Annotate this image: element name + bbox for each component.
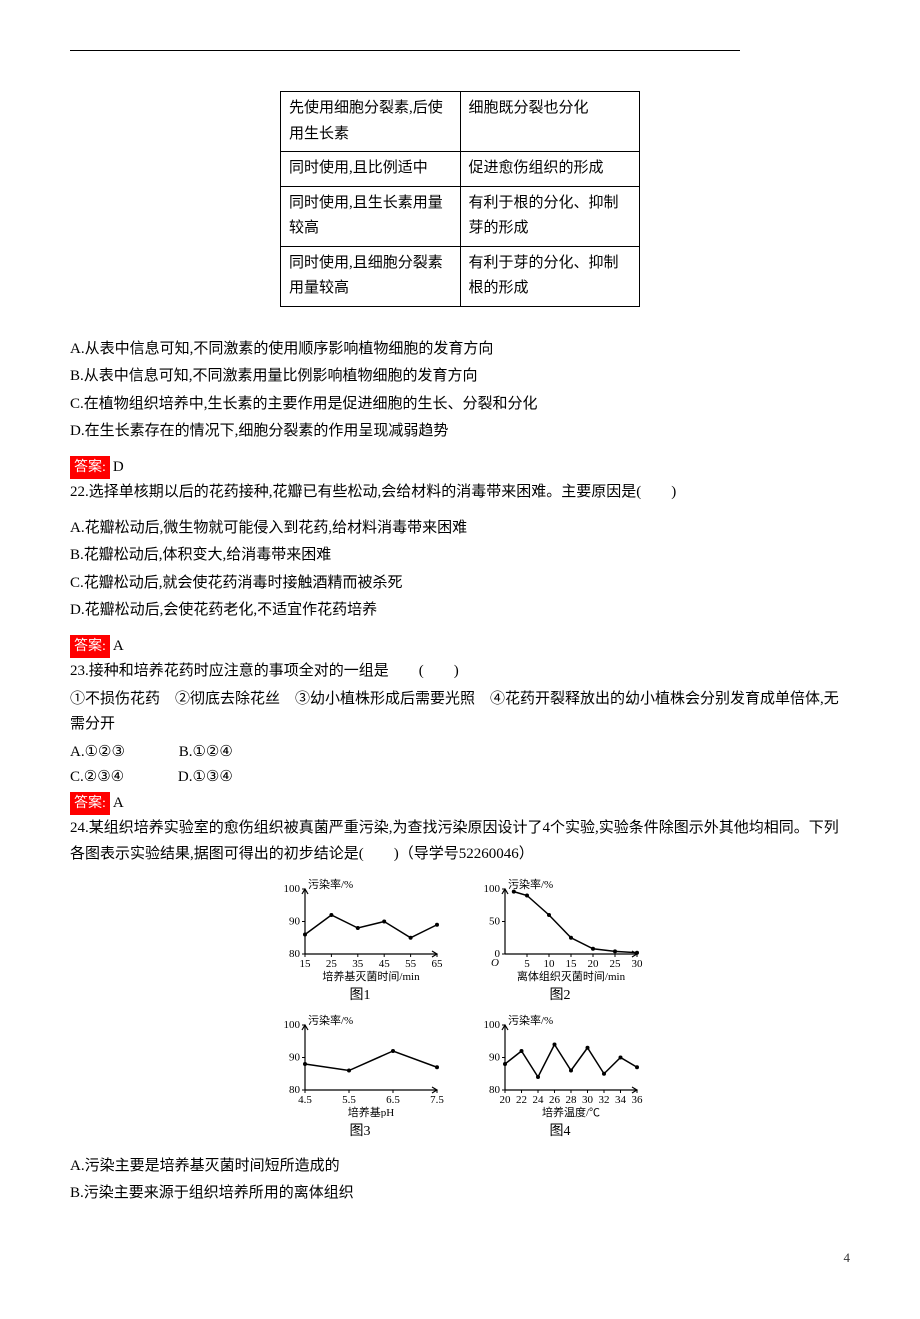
svg-text:20: 20 bbox=[500, 1094, 512, 1106]
chart-4: 8090100202224262830323436污染率/%培养温度/℃ 图4 bbox=[475, 1013, 645, 1144]
svg-text:65: 65 bbox=[432, 958, 444, 970]
svg-text:36: 36 bbox=[632, 1094, 644, 1106]
svg-text:100: 100 bbox=[284, 883, 301, 895]
q22-option-c: C.花瓣松动后,就会使花药消毒时接触酒精而被杀死 bbox=[70, 571, 850, 597]
q23-options-row1: A.①②③ B.①②④ bbox=[70, 740, 850, 766]
svg-text:26: 26 bbox=[549, 1094, 561, 1106]
q22-answer-row: 答案:A bbox=[70, 634, 850, 660]
svg-text:离体组织灭菌时间/min: 离体组织灭菌时间/min bbox=[517, 969, 626, 982]
svg-text:90: 90 bbox=[289, 1051, 301, 1063]
table-cell-right: 细胞既分裂也分化 bbox=[460, 92, 640, 152]
svg-text:污染率/%: 污染率/% bbox=[508, 877, 553, 891]
svg-text:30: 30 bbox=[582, 1094, 594, 1106]
table-cell-left: 同时使用,且细胞分裂素用量较高 bbox=[281, 246, 461, 306]
svg-text:O: O bbox=[491, 957, 499, 969]
page-number: 4 bbox=[70, 1247, 850, 1269]
chart-3-caption: 图3 bbox=[275, 1120, 445, 1144]
header-rule bbox=[70, 50, 740, 51]
svg-text:15: 15 bbox=[300, 958, 312, 970]
svg-text:培养基pH: 培养基pH bbox=[348, 1105, 394, 1118]
svg-text:7.5: 7.5 bbox=[430, 1094, 444, 1106]
q23-answer: A bbox=[113, 795, 124, 811]
chart-2: 05010051015202530O污染率/%离体组织灭菌时间/min 图2 bbox=[475, 877, 645, 1008]
table-cell-left: 同时使用,且比例适中 bbox=[281, 152, 461, 187]
q22-stem: 22.选择单核期以后的花药接种,花瓣已有些松动,会给材料的消毒带来困难。主要原因… bbox=[70, 480, 850, 506]
q23-option-b: B.①②④ bbox=[179, 740, 233, 766]
svg-text:污染率/%: 污染率/% bbox=[308, 877, 353, 891]
svg-text:4.5: 4.5 bbox=[298, 1094, 312, 1106]
q21-option-d: D.在生长素存在的情况下,细胞分裂素的作用呈现减弱趋势 bbox=[70, 419, 850, 445]
svg-text:45: 45 bbox=[379, 958, 391, 970]
svg-text:28: 28 bbox=[566, 1094, 578, 1106]
q24-stem: 24.某组织培养实验室的愈伤组织被真菌严重污染,为查找污染原因设计了4个实验,实… bbox=[70, 816, 850, 867]
q24-option-a: A.污染主要是培养基灭菌时间短所造成的 bbox=[70, 1154, 850, 1180]
svg-text:22: 22 bbox=[516, 1094, 527, 1106]
svg-text:35: 35 bbox=[352, 958, 364, 970]
chart-1-caption: 图1 bbox=[275, 984, 445, 1008]
q22-answer: A bbox=[113, 638, 124, 654]
svg-text:100: 100 bbox=[484, 1019, 501, 1031]
svg-text:34: 34 bbox=[615, 1094, 627, 1106]
svg-text:污染率/%: 污染率/% bbox=[308, 1013, 353, 1027]
svg-text:20: 20 bbox=[588, 958, 600, 970]
svg-text:培养温度/℃: 培养温度/℃ bbox=[542, 1105, 600, 1118]
table-cell-right: 有利于芽的分化、抑制根的形成 bbox=[460, 246, 640, 306]
charts-container: 8090100152535455565污染率/%培养基灭菌时间/min 图1 0… bbox=[70, 877, 850, 1144]
svg-text:5.5: 5.5 bbox=[342, 1094, 356, 1106]
q22-option-d: D.花瓣松动后,会使花药老化,不适宜作花药培养 bbox=[70, 598, 850, 624]
svg-text:培养基灭菌时间/min: 培养基灭菌时间/min bbox=[322, 969, 420, 982]
svg-text:30: 30 bbox=[632, 958, 644, 970]
svg-text:污染率/%: 污染率/% bbox=[508, 1013, 553, 1027]
q21-option-a: A.从表中信息可知,不同激素的使用顺序影响植物细胞的发育方向 bbox=[70, 337, 850, 363]
q23-option-d: D.①③④ bbox=[178, 765, 233, 791]
q22-options: A.花瓣松动后,微生物就可能侵入到花药,给材料消毒带来困难 B.花瓣松动后,体积… bbox=[70, 516, 850, 624]
q23-items: ①不损伤花药 ②彻底去除花丝 ③幼小植株形成后需要光照 ④花药开裂释放出的幼小植… bbox=[70, 687, 850, 738]
svg-text:25: 25 bbox=[610, 958, 622, 970]
svg-text:24: 24 bbox=[533, 1094, 545, 1106]
q23-option-a: A.①②③ bbox=[70, 740, 125, 766]
table-cell-left: 同时使用,且生长素用量较高 bbox=[281, 186, 461, 246]
q21-answer-row: 答案:D bbox=[70, 455, 850, 481]
svg-text:90: 90 bbox=[489, 1051, 501, 1063]
q23-options-row2: C.②③④ D.①③④ bbox=[70, 765, 850, 791]
table-cell-right: 有利于根的分化、抑制芽的形成 bbox=[460, 186, 640, 246]
svg-text:90: 90 bbox=[289, 916, 301, 928]
q21-options: A.从表中信息可知,不同激素的使用顺序影响植物细胞的发育方向 B.从表中信息可知… bbox=[70, 337, 850, 445]
hormone-table: 先使用细胞分裂素,后使用生长素细胞既分裂也分化同时使用,且比例适中促进愈伤组织的… bbox=[280, 91, 640, 307]
svg-text:25: 25 bbox=[326, 958, 338, 970]
table-cell-left: 先使用细胞分裂素,后使用生长素 bbox=[281, 92, 461, 152]
q22-option-b: B.花瓣松动后,体积变大,给消毒带来困难 bbox=[70, 543, 850, 569]
q21-answer: D bbox=[113, 459, 124, 475]
q23-answer-row: 答案:A bbox=[70, 791, 850, 817]
svg-text:50: 50 bbox=[489, 916, 501, 928]
q23-option-c: C.②③④ bbox=[70, 765, 124, 791]
table-cell-right: 促进愈伤组织的形成 bbox=[460, 152, 640, 187]
q24-option-b: B.污染主要来源于组织培养所用的离体组织 bbox=[70, 1181, 850, 1207]
answer-label: 答案: bbox=[70, 635, 110, 659]
svg-text:15: 15 bbox=[566, 958, 578, 970]
q21-option-b: B.从表中信息可知,不同激素用量比例影响植物细胞的发育方向 bbox=[70, 364, 850, 390]
chart-4-caption: 图4 bbox=[475, 1120, 645, 1144]
svg-text:100: 100 bbox=[284, 1019, 301, 1031]
svg-text:6.5: 6.5 bbox=[386, 1094, 400, 1106]
chart-1: 8090100152535455565污染率/%培养基灭菌时间/min 图1 bbox=[275, 877, 445, 1008]
svg-text:55: 55 bbox=[405, 958, 417, 970]
chart-2-caption: 图2 bbox=[475, 984, 645, 1008]
q21-option-c: C.在植物组织培养中,生长素的主要作用是促进细胞的生长、分裂和分化 bbox=[70, 392, 850, 418]
answer-label: 答案: bbox=[70, 792, 110, 816]
answer-label: 答案: bbox=[70, 456, 110, 480]
svg-text:10: 10 bbox=[544, 958, 556, 970]
q23-stem: 23.接种和培养花药时应注意的事项全对的一组是 ( ) bbox=[70, 659, 850, 685]
svg-text:100: 100 bbox=[484, 883, 501, 895]
svg-text:5: 5 bbox=[524, 958, 530, 970]
q22-option-a: A.花瓣松动后,微生物就可能侵入到花药,给材料消毒带来困难 bbox=[70, 516, 850, 542]
svg-text:32: 32 bbox=[599, 1094, 610, 1106]
chart-3: 80901004.55.56.57.5污染率/%培养基pH 图3 bbox=[275, 1013, 445, 1144]
